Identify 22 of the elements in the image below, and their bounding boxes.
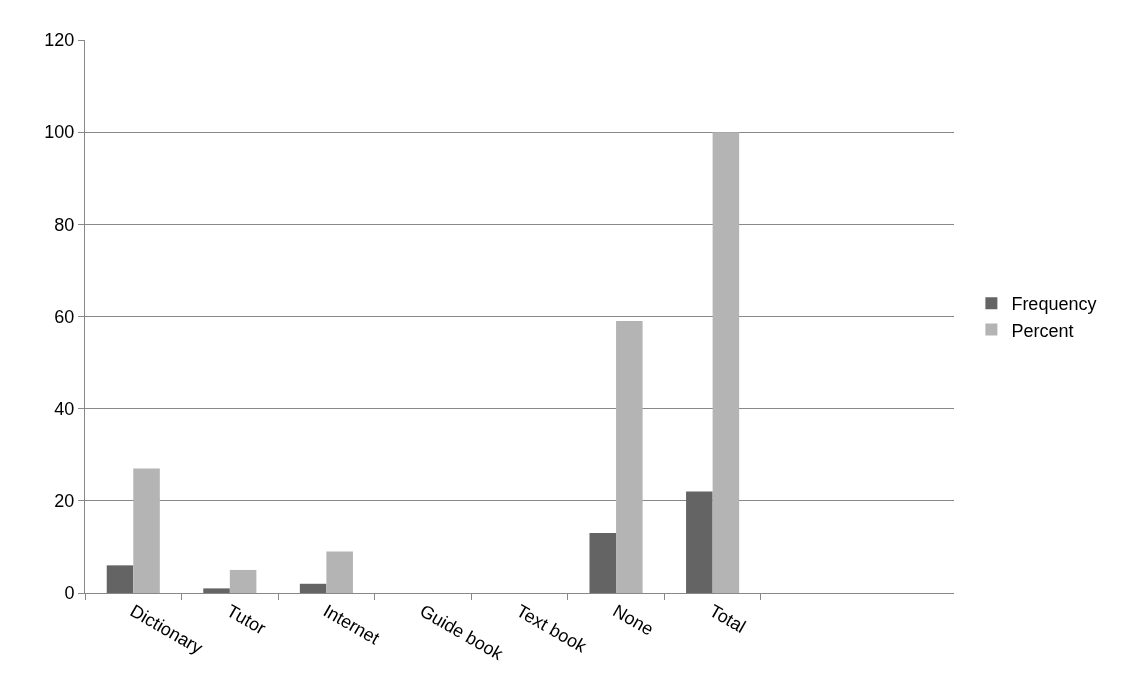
y-tick-label: 40 [54, 398, 75, 419]
y-tick-label: 80 [54, 214, 75, 235]
y-tick-label: 60 [54, 306, 75, 327]
x-tick-label: Tutor [223, 600, 270, 639]
bar [589, 533, 617, 593]
legend-label: Frequency [1011, 294, 1097, 315]
x-tick-label: Total [706, 600, 750, 637]
bar [712, 132, 740, 593]
bar [299, 583, 327, 593]
bar [616, 321, 643, 593]
bar [686, 491, 713, 593]
bar [106, 565, 134, 593]
y-tick-label: 100 [44, 122, 75, 143]
bar [229, 569, 257, 593]
y-tick-label: 20 [54, 491, 75, 512]
y-tick-label: 0 [64, 583, 75, 604]
bar [133, 468, 160, 593]
legend-label: Percent [1011, 320, 1074, 341]
bar [326, 551, 353, 593]
bar [203, 588, 230, 593]
x-tick-label: Text book [513, 600, 591, 657]
y-tick-label: 120 [44, 30, 75, 51]
